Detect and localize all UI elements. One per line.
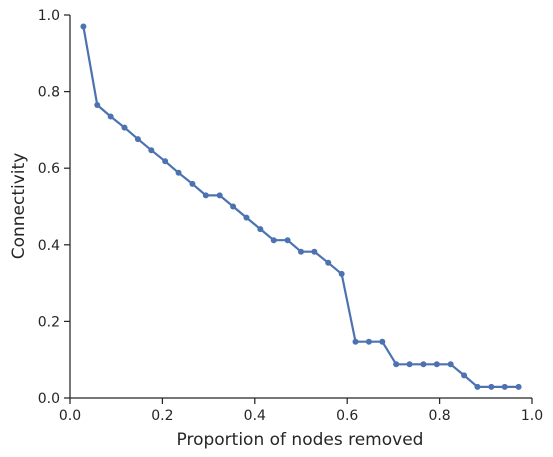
data-point	[270, 237, 277, 244]
x-tick-label: 0.8	[428, 408, 450, 424]
series-line	[82, 26, 519, 388]
x-tick-label: 0.2	[151, 408, 173, 424]
data-point	[243, 214, 250, 221]
data-point	[352, 338, 359, 345]
data-point	[121, 124, 128, 131]
y-axis-label: Connectivity	[9, 153, 29, 260]
x-tick-label: 0.6	[336, 408, 358, 424]
y-tick-label: 1.0	[38, 8, 60, 24]
data-point	[447, 361, 454, 368]
y-tick-label: 0.4	[38, 238, 60, 254]
data-point	[94, 102, 101, 109]
data-point	[134, 136, 141, 143]
data-point	[107, 113, 114, 120]
data-point	[284, 237, 291, 244]
x-tick-label: 0.0	[59, 408, 81, 424]
data-point	[148, 147, 155, 154]
data-point	[325, 259, 332, 266]
x-tick-label: 1.0	[521, 408, 543, 424]
data-point	[257, 226, 264, 233]
data-point	[216, 192, 223, 199]
data-point	[474, 383, 481, 390]
x-axis-label: Proportion of nodes removed	[177, 430, 424, 450]
data-point	[433, 361, 440, 368]
series	[80, 23, 522, 390]
data-point	[338, 270, 345, 277]
axes	[69, 15, 532, 399]
x-tick-label: 0.4	[244, 408, 266, 424]
y-tick-label: 0.0	[38, 391, 60, 407]
y-tick-label: 0.2	[38, 314, 60, 330]
y-tick-label: 0.8	[38, 85, 60, 101]
data-point	[202, 192, 209, 199]
data-point	[515, 383, 522, 390]
data-point	[488, 383, 495, 390]
data-point	[298, 248, 304, 255]
data-point	[189, 180, 196, 187]
data-point	[461, 372, 468, 379]
data-point	[406, 361, 413, 368]
data-point	[175, 169, 182, 176]
y-tick-label: 0.6	[38, 161, 60, 177]
data-point	[80, 23, 87, 30]
data-point	[379, 338, 386, 345]
data-point	[393, 361, 400, 368]
data-point	[162, 158, 169, 165]
data-point	[420, 361, 427, 368]
data-point	[365, 338, 372, 345]
data-point	[311, 248, 318, 255]
data-point	[501, 383, 508, 390]
data-point	[230, 203, 237, 210]
ticks: 0.0 0.2 0.4 0.6 0.8 1.0 0.0 0.2 0.4 0.6 0.8 1.0	[38, 8, 543, 424]
